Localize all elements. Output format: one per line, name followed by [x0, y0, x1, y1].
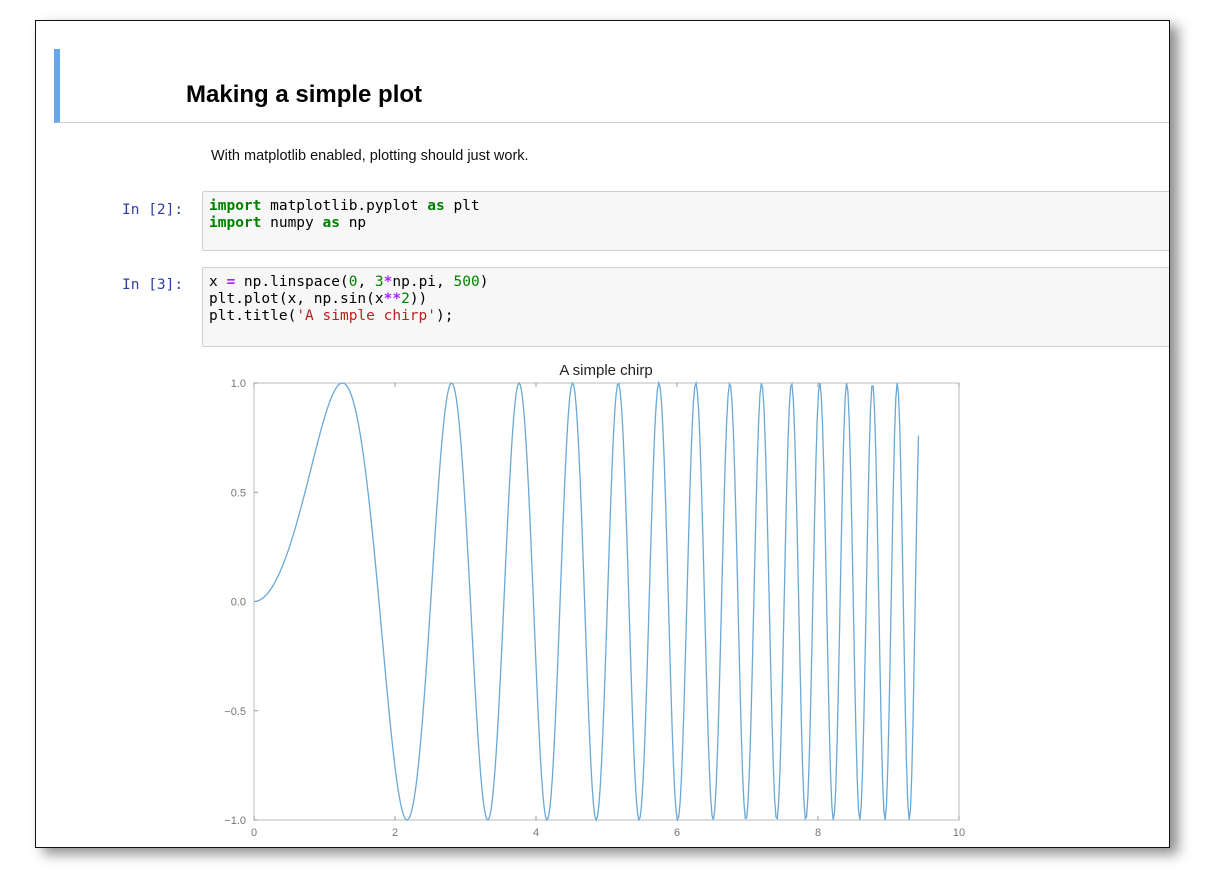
markdown-paragraph: With matplotlib enabled, plotting should…: [211, 148, 529, 164]
code-token: );: [436, 308, 454, 324]
code-token: plt.plot(x, np.sin(x: [209, 291, 384, 307]
chirp-chart: A simple chirp 0 2 4 6 8 10 −1.0 −0.5 0.0 0.5 1.0: [224, 362, 965, 839]
code-token: import: [209, 215, 262, 231]
code-token: **: [383, 291, 402, 307]
code-token: ,: [357, 274, 375, 290]
code-token: numpy: [261, 215, 323, 231]
code-token: =: [226, 274, 236, 290]
x-tick-label: 0: [251, 827, 257, 839]
code-token: np: [339, 215, 367, 231]
code-token: matplotlib.pyplot: [261, 198, 428, 214]
series-line: [253, 380, 920, 822]
code-cell-imports[interactable]: import matplotlib.pyplot as plt import nu…: [202, 191, 1169, 251]
notebook-window: Making a simple plot With matplotlib ena…: [35, 20, 1170, 848]
code-line: import matplotlib.pyplot as plt: [209, 198, 1169, 215]
y-tick-label: −1.0: [224, 815, 246, 827]
code-line: x = np.linspace(0, 3*np.pi, 500): [209, 274, 1169, 291]
code-line: import numpy as np: [209, 215, 1169, 232]
code-token: plt: [444, 198, 480, 214]
markdown-cell[interactable]: [54, 49, 1169, 123]
code-token: as: [322, 215, 340, 231]
code-token: 500: [453, 274, 480, 290]
y-tick-label: 0.0: [231, 597, 246, 609]
cell-prompt-in-3: In [3]:: [122, 277, 184, 293]
chart-title: A simple chirp: [559, 362, 652, 379]
code-token: 2: [401, 291, 410, 307]
code-line: plt.plot(x, np.sin(x**2)): [209, 291, 1169, 308]
code-token: 'A simple chirp': [296, 308, 436, 324]
x-tick-label: 8: [815, 827, 821, 839]
x-tick-label: 6: [674, 827, 680, 839]
code-token: plt.title(: [209, 308, 297, 324]
code-token: as: [427, 198, 445, 214]
code-token: 3: [374, 274, 384, 290]
x-tick-label: 2: [392, 827, 398, 839]
x-tick-label: 10: [953, 827, 965, 839]
code-token: ): [479, 274, 489, 290]
code-token: import: [209, 198, 262, 214]
code-cell-plot[interactable]: x = np.linspace(0, 3*np.pi, 500) plt.plot…: [202, 267, 1169, 347]
y-tick-label: 0.5: [231, 487, 246, 499]
page-title: Making a simple plot: [186, 81, 423, 108]
code-token: )): [409, 291, 428, 307]
y-tick-label: 1.0: [231, 378, 246, 390]
code-token: np.linspace(: [235, 274, 349, 290]
code-token: x: [209, 274, 227, 290]
code-line: plt.title('A simple chirp');: [209, 308, 1169, 325]
code-token: np.pi,: [392, 274, 454, 290]
code-token: *: [383, 274, 393, 290]
x-tick-label: 4: [533, 827, 539, 839]
code-token: 0: [348, 274, 358, 290]
cell-prompt-in-2: In [2]:: [122, 202, 184, 218]
y-tick-label: −0.5: [224, 706, 246, 718]
